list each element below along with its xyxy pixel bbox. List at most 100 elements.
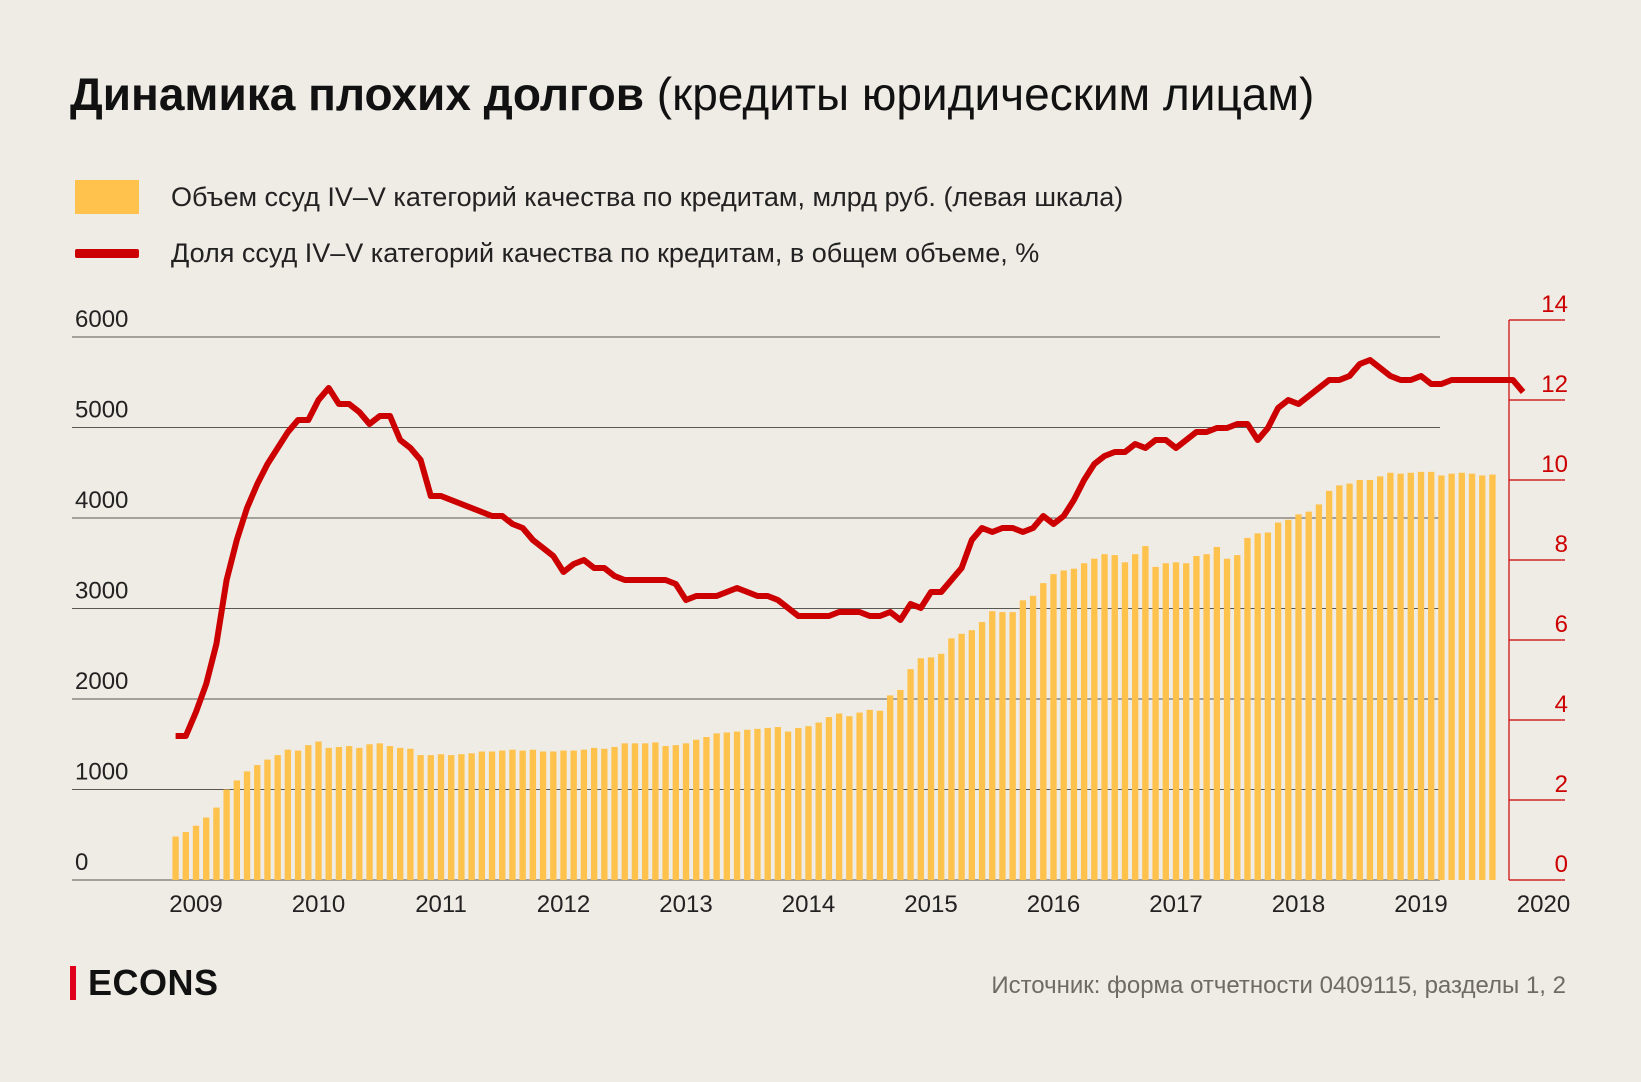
bar: [560, 750, 567, 880]
bar: [1448, 473, 1455, 880]
chart-canvas: 0 1000 2000 3000 4000 5000 6000 0 2 4 6 8 10 12 14 2009…: [72, 291, 1570, 918]
bar: [1234, 555, 1241, 880]
bar: [1040, 583, 1047, 880]
bar: [1264, 532, 1272, 880]
bar: [1121, 562, 1129, 880]
bar: [876, 710, 884, 880]
bar: [764, 727, 771, 880]
bar: [1111, 555, 1118, 880]
bar: [539, 751, 547, 880]
y-left-tick-label: 2000: [75, 668, 128, 695]
bar: [846, 716, 853, 880]
bar: [1295, 514, 1302, 880]
bar: [601, 748, 608, 880]
bar: [1172, 562, 1180, 880]
source-note: Источник: форма отчетности 0409115, разд…: [991, 972, 1566, 999]
bar: [835, 713, 843, 880]
bar: [1325, 490, 1333, 880]
bar: [693, 739, 700, 880]
x-tick-label: 2009: [169, 891, 222, 918]
x-tick-label: 2010: [292, 891, 345, 918]
bar: [386, 746, 394, 880]
bar: [856, 712, 863, 880]
logo-text: ECONS: [88, 962, 219, 1003]
bar: [1356, 479, 1363, 880]
bar: [815, 722, 822, 880]
bar: [529, 749, 537, 880]
y-right-tick-label: 4: [1555, 691, 1568, 718]
x-tick-label: 2012: [537, 891, 590, 918]
bar: [968, 630, 975, 880]
x-tick-label: 2017: [1149, 891, 1202, 918]
bar: [305, 745, 312, 880]
legend-swatch-bars: [75, 180, 139, 214]
bar: [1009, 612, 1016, 880]
y-right-tick-label: 8: [1555, 531, 1568, 558]
bar: [703, 737, 710, 880]
bar: [233, 780, 240, 880]
bar: [1489, 474, 1496, 880]
legend-item-line: Доля ссуд IV–V категорий качества по кре…: [75, 238, 1039, 269]
chart-title: Динамика плохих долгов (кредиты юридичес…: [70, 66, 1314, 122]
bar: [958, 633, 965, 880]
bar: [825, 717, 833, 880]
bar: [927, 657, 935, 880]
bar: [1162, 563, 1169, 880]
bar: [448, 755, 455, 880]
bar: [325, 747, 332, 880]
x-tick-label: 2011: [415, 891, 467, 918]
bar: [723, 732, 730, 880]
bar: [866, 709, 873, 880]
bar: [1254, 533, 1261, 880]
bar: [335, 746, 343, 880]
bar: [223, 789, 230, 880]
bar: [1346, 483, 1353, 880]
bar: [897, 689, 904, 880]
y-left-tick-label: 1000: [75, 759, 128, 786]
bar: [662, 746, 669, 880]
x-tick-label: 2016: [1027, 891, 1080, 918]
bar: [509, 749, 516, 880]
bar: [1101, 554, 1108, 880]
bar: [642, 743, 649, 880]
bar: [948, 638, 955, 880]
bar: [938, 653, 945, 880]
bar: [1019, 600, 1027, 880]
y-right-tick-label: 0: [1555, 851, 1568, 878]
bar: [621, 743, 628, 880]
bar: [417, 755, 424, 880]
x-tick-label: 2020: [1517, 891, 1570, 918]
bar: [1428, 471, 1435, 880]
bar: [887, 695, 894, 880]
bar: [580, 749, 588, 880]
bar: [1091, 558, 1098, 880]
y-right-tick-label: 14: [1541, 291, 1568, 318]
bar: [1070, 568, 1078, 880]
bar: [294, 750, 302, 880]
bar: [1213, 546, 1220, 880]
x-tick-label: 2018: [1272, 891, 1325, 918]
y-right-tick-label: 2: [1555, 771, 1568, 798]
bar: [1152, 566, 1159, 880]
chart-title-sub: (кредиты юридическим лицам): [656, 68, 1315, 120]
chart-title-main: Динамика плохих долгов: [70, 68, 644, 120]
y-left-tick-label: 5000: [75, 397, 128, 424]
bar: [1305, 511, 1312, 880]
bar: [1387, 472, 1394, 880]
bar: [1132, 554, 1139, 880]
bar: [550, 751, 557, 880]
bar: [192, 825, 200, 880]
bar: [652, 742, 659, 880]
legend-label-bars: Объем ссуд IV–V категорий качества по кр…: [171, 181, 1124, 212]
bar: [1080, 563, 1088, 880]
bar: [978, 622, 986, 880]
y-left-tick-label: 6000: [75, 306, 128, 333]
bar: [590, 747, 598, 880]
y-left-tick-label: 3000: [75, 578, 128, 605]
bar: [672, 745, 679, 880]
bar: [1183, 563, 1190, 880]
bar: [744, 729, 751, 880]
bar: [1244, 537, 1251, 880]
bar: [172, 836, 179, 880]
bar: [1458, 472, 1465, 880]
